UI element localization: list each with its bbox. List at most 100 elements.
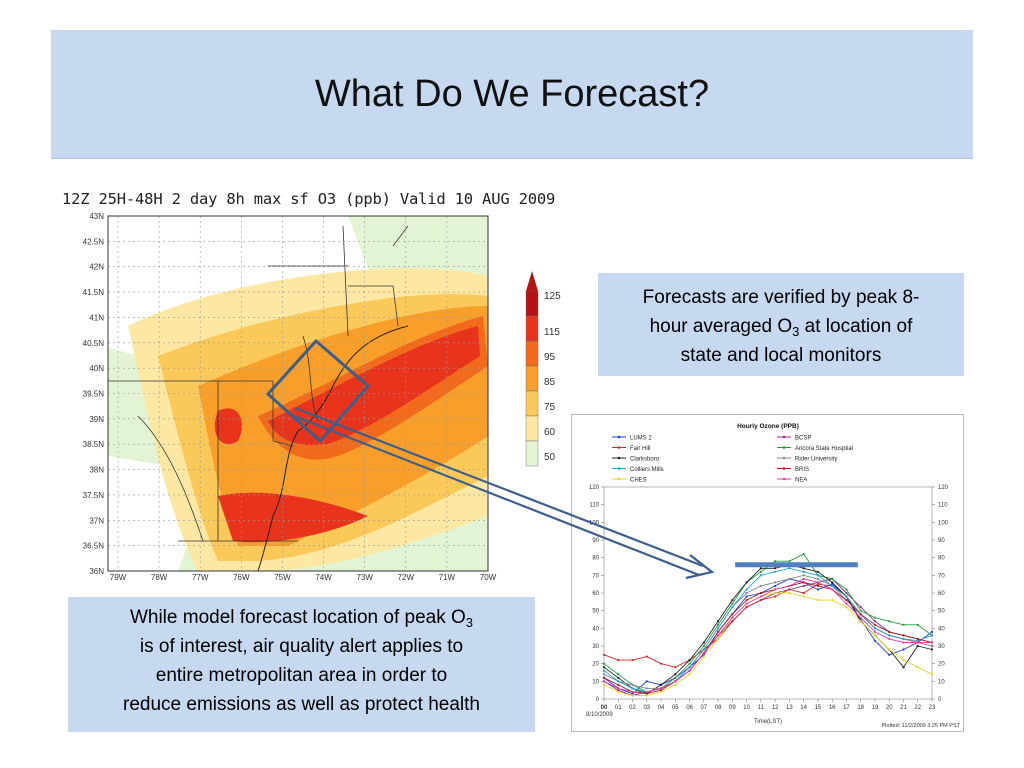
series-point — [859, 616, 862, 619]
callout-verification: Forecasts are verified by peak 8- hour a… — [598, 273, 964, 376]
series-point — [802, 553, 805, 556]
series-line — [603, 578, 932, 693]
series-point — [902, 666, 905, 669]
series-point — [731, 606, 734, 609]
x-tick-label: 15 — [815, 705, 822, 711]
x-tick-label: 16 — [829, 705, 836, 711]
series-point — [774, 588, 777, 591]
series-point — [645, 680, 648, 683]
lat-tick-label: 40.5N — [83, 339, 105, 348]
series-point — [731, 616, 734, 619]
callout-metro-line4: reduce emissions as well as protect heal… — [123, 694, 480, 715]
lat-tick-label: 36.5N — [83, 542, 105, 551]
series-line — [603, 592, 933, 696]
x-tick-label: 18 — [857, 705, 864, 711]
series-point — [888, 637, 891, 641]
x-tick-label: 05 — [672, 705, 679, 711]
series-point — [802, 570, 805, 573]
map-title: 12Z 25H-48H 2 day 8h max sf O3 (ppb) Val… — [62, 190, 556, 208]
colorbar-segment — [525, 390, 539, 417]
state-border — [392, 225, 409, 247]
series-point — [888, 653, 891, 656]
colorbar-segment — [525, 340, 539, 367]
series-point — [759, 595, 762, 598]
series-point — [859, 606, 862, 609]
date-label: 8/10/2009 — [586, 712, 613, 718]
series-point — [888, 648, 891, 651]
series-point — [702, 641, 705, 644]
legend-label: BRIS — [795, 467, 809, 473]
y-tick-label-right: 80 — [938, 556, 945, 562]
ozone-subscript: 3 — [792, 324, 800, 339]
title-banner: What Do We Forecast? — [51, 30, 973, 159]
series-point — [759, 567, 762, 570]
series-point — [902, 634, 905, 637]
series-point — [859, 620, 862, 623]
lat-tick-label: 42N — [89, 263, 104, 272]
series-point — [916, 641, 919, 644]
colorbar-label: 115 — [544, 327, 560, 338]
y-tick-label: 90 — [592, 538, 599, 544]
series-point — [702, 651, 705, 655]
legend-marker — [782, 435, 786, 439]
series-point — [745, 595, 748, 598]
series-point — [674, 673, 677, 676]
series-point — [774, 570, 777, 573]
series-point — [802, 567, 805, 570]
lon-tick-label: 76W — [233, 573, 250, 582]
series-point — [916, 639, 919, 642]
series-point — [645, 690, 648, 694]
series-point — [930, 630, 934, 633]
lat-tick-label: 36N — [89, 567, 104, 576]
hourly-ozone-canvas: Hourly Ozone (PPB) LUMS 2 BCSP Fair Hill Anc… — [586, 423, 961, 729]
series-point — [845, 606, 848, 609]
lat-tick-label: 39.5N — [83, 390, 105, 399]
legend-label: Clarksboro — [630, 456, 660, 462]
y-tick-label-right: 110 — [938, 503, 948, 509]
x-tick-label: 13 — [786, 705, 793, 711]
series-point — [617, 676, 620, 679]
series-line — [603, 578, 933, 695]
y-tick-label: 50 — [592, 609, 599, 615]
y-tick-label-right: 20 — [938, 662, 945, 668]
x-tick-label: 12 — [772, 705, 779, 711]
lat-tick-label: 41N — [89, 313, 104, 322]
series-point — [745, 598, 748, 602]
series-point — [631, 683, 634, 686]
series-point — [831, 588, 834, 591]
series-point — [930, 634, 934, 637]
series-point — [602, 666, 606, 669]
series-point — [831, 598, 834, 602]
series-point — [645, 692, 648, 695]
y-tick-label: 30 — [592, 644, 599, 650]
series-point — [759, 570, 762, 573]
y-tick-label-right: 0 — [938, 697, 942, 703]
series-point — [774, 584, 777, 588]
series-point — [688, 662, 691, 665]
series-point — [674, 666, 677, 669]
series-point — [602, 669, 606, 672]
lon-tick-label: 72W — [398, 573, 415, 582]
series-point — [873, 634, 877, 637]
lon-tick-label: 70W — [480, 573, 497, 582]
y-tick-label: 60 — [592, 591, 599, 597]
x-tick-label: 09 — [729, 705, 736, 711]
ozone-subscript: 3 — [465, 615, 474, 630]
series-point — [774, 567, 777, 570]
legend-marker — [617, 477, 621, 481]
y-tick-label-right: 100 — [938, 520, 949, 526]
series-point — [688, 659, 691, 662]
colorbar-segment — [525, 290, 539, 317]
callout-metro-line1-pre: While model forecast location of peak O — [129, 607, 466, 628]
lon-tick-label: 75W — [274, 573, 291, 582]
series-point — [902, 637, 905, 641]
series-point — [759, 574, 762, 577]
series-point — [659, 687, 663, 690]
legend-marker — [617, 435, 621, 439]
series-line — [603, 581, 933, 695]
series-point — [617, 689, 620, 692]
series-point — [617, 690, 620, 694]
colorbar-label: 95 — [544, 352, 556, 363]
legend-label: LUMS 2 — [630, 435, 652, 441]
x-tick-label: 04 — [658, 705, 665, 711]
